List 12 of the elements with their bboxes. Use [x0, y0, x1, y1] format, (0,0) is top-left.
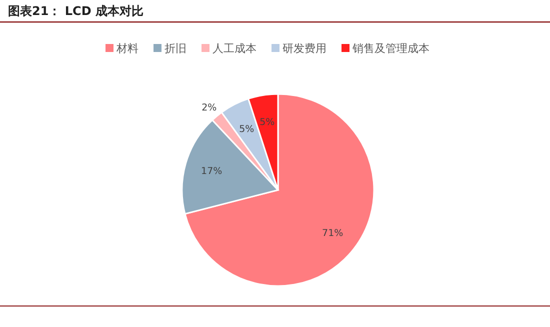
legend-label: 人工成本	[212, 42, 256, 55]
chart-title: 图表21： LCD 成本对比	[8, 4, 144, 18]
data-label: 71%	[322, 228, 344, 239]
legend-label: 研发费用	[282, 42, 326, 55]
data-label: 5%	[260, 117, 275, 128]
data-label: 2%	[202, 102, 217, 114]
legend-label: 材料	[116, 42, 138, 55]
data-label: 17%	[201, 166, 222, 178]
legend-label: 折旧	[164, 42, 186, 55]
pie-slice	[184, 93, 375, 287]
data-label: 5%	[239, 124, 254, 135]
legend-label: 销售及管理成本	[352, 42, 430, 55]
